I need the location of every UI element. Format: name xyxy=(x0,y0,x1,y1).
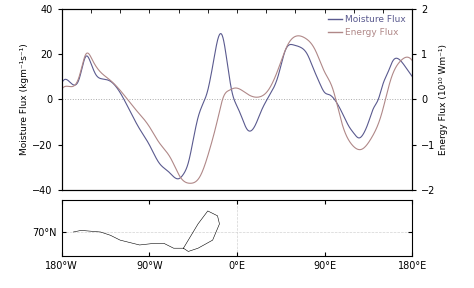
Legend: Moisture Flux, Energy Flux: Moisture Flux, Energy Flux xyxy=(327,13,408,39)
Y-axis label: Energy Flux (10¹⁰ Wm⁻¹): Energy Flux (10¹⁰ Wm⁻¹) xyxy=(438,44,447,155)
Y-axis label: Moisture Flux (kgm⁻¹s⁻¹): Moisture Flux (kgm⁻¹s⁻¹) xyxy=(20,43,29,155)
